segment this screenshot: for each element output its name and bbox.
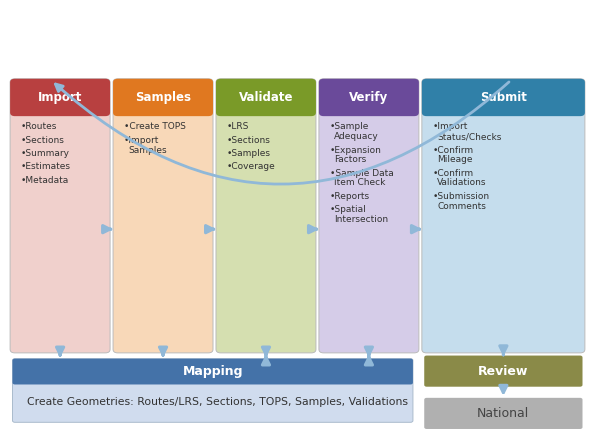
Text: Review: Review <box>478 364 528 378</box>
FancyBboxPatch shape <box>424 398 583 429</box>
FancyBboxPatch shape <box>12 359 413 384</box>
Text: Mapping: Mapping <box>183 365 243 378</box>
FancyBboxPatch shape <box>319 79 419 353</box>
Text: •Coverage: •Coverage <box>227 162 275 171</box>
Text: •Confirm: •Confirm <box>433 146 474 154</box>
Text: •Metadata: •Metadata <box>21 176 69 185</box>
Text: •Sample Data: •Sample Data <box>330 169 393 178</box>
Bar <box>324 82 414 113</box>
FancyBboxPatch shape <box>216 79 316 116</box>
Text: •Submission: •Submission <box>433 192 490 201</box>
Text: Validations: Validations <box>437 178 487 187</box>
Text: •Estimates: •Estimates <box>21 162 71 171</box>
Text: Verify: Verify <box>349 91 389 104</box>
Text: Intersection: Intersection <box>334 215 389 224</box>
FancyBboxPatch shape <box>422 79 585 116</box>
FancyBboxPatch shape <box>319 79 419 116</box>
FancyBboxPatch shape <box>10 79 110 353</box>
FancyBboxPatch shape <box>216 79 316 353</box>
Bar <box>15 82 105 113</box>
Text: •Expansion: •Expansion <box>330 146 381 154</box>
Text: •Create TOPS: •Create TOPS <box>124 122 186 131</box>
Text: •Import: •Import <box>124 136 159 145</box>
Text: •Summary: •Summary <box>21 149 70 158</box>
Text: Validate: Validate <box>239 91 293 104</box>
Text: National: National <box>477 407 530 420</box>
Text: •LRS: •LRS <box>227 122 249 131</box>
Text: Comments: Comments <box>437 202 486 210</box>
Text: Create Geometries: Routes/LRS, Sections, TOPS, Samples, Validations: Create Geometries: Routes/LRS, Sections,… <box>27 396 408 407</box>
Text: Import: Import <box>38 91 82 104</box>
Text: •Import: •Import <box>433 122 468 131</box>
Text: •Spatial: •Spatial <box>330 205 367 214</box>
FancyBboxPatch shape <box>113 79 213 116</box>
Text: •Routes: •Routes <box>21 122 57 131</box>
Text: •Samples: •Samples <box>227 149 271 158</box>
FancyBboxPatch shape <box>424 356 583 387</box>
Text: Status/Checks: Status/Checks <box>437 132 502 141</box>
Text: Samples: Samples <box>129 146 167 154</box>
Text: •Sections: •Sections <box>227 136 271 145</box>
Text: •Confirm: •Confirm <box>433 169 474 178</box>
Bar <box>427 82 580 113</box>
Bar <box>221 82 311 113</box>
Text: •Sample: •Sample <box>330 122 369 131</box>
Text: •Reports: •Reports <box>330 192 369 201</box>
Text: Item Check: Item Check <box>334 178 386 187</box>
Text: •Sections: •Sections <box>21 136 65 145</box>
Text: Mileage: Mileage <box>437 155 473 164</box>
Bar <box>118 82 208 113</box>
Text: Submit: Submit <box>480 91 527 104</box>
FancyBboxPatch shape <box>10 79 110 116</box>
Text: Samples: Samples <box>135 91 191 104</box>
Text: Factors: Factors <box>334 155 367 164</box>
FancyBboxPatch shape <box>422 79 585 353</box>
FancyBboxPatch shape <box>12 359 413 422</box>
Text: Adequacy: Adequacy <box>334 132 379 141</box>
Bar <box>15 360 411 383</box>
FancyBboxPatch shape <box>113 79 213 353</box>
